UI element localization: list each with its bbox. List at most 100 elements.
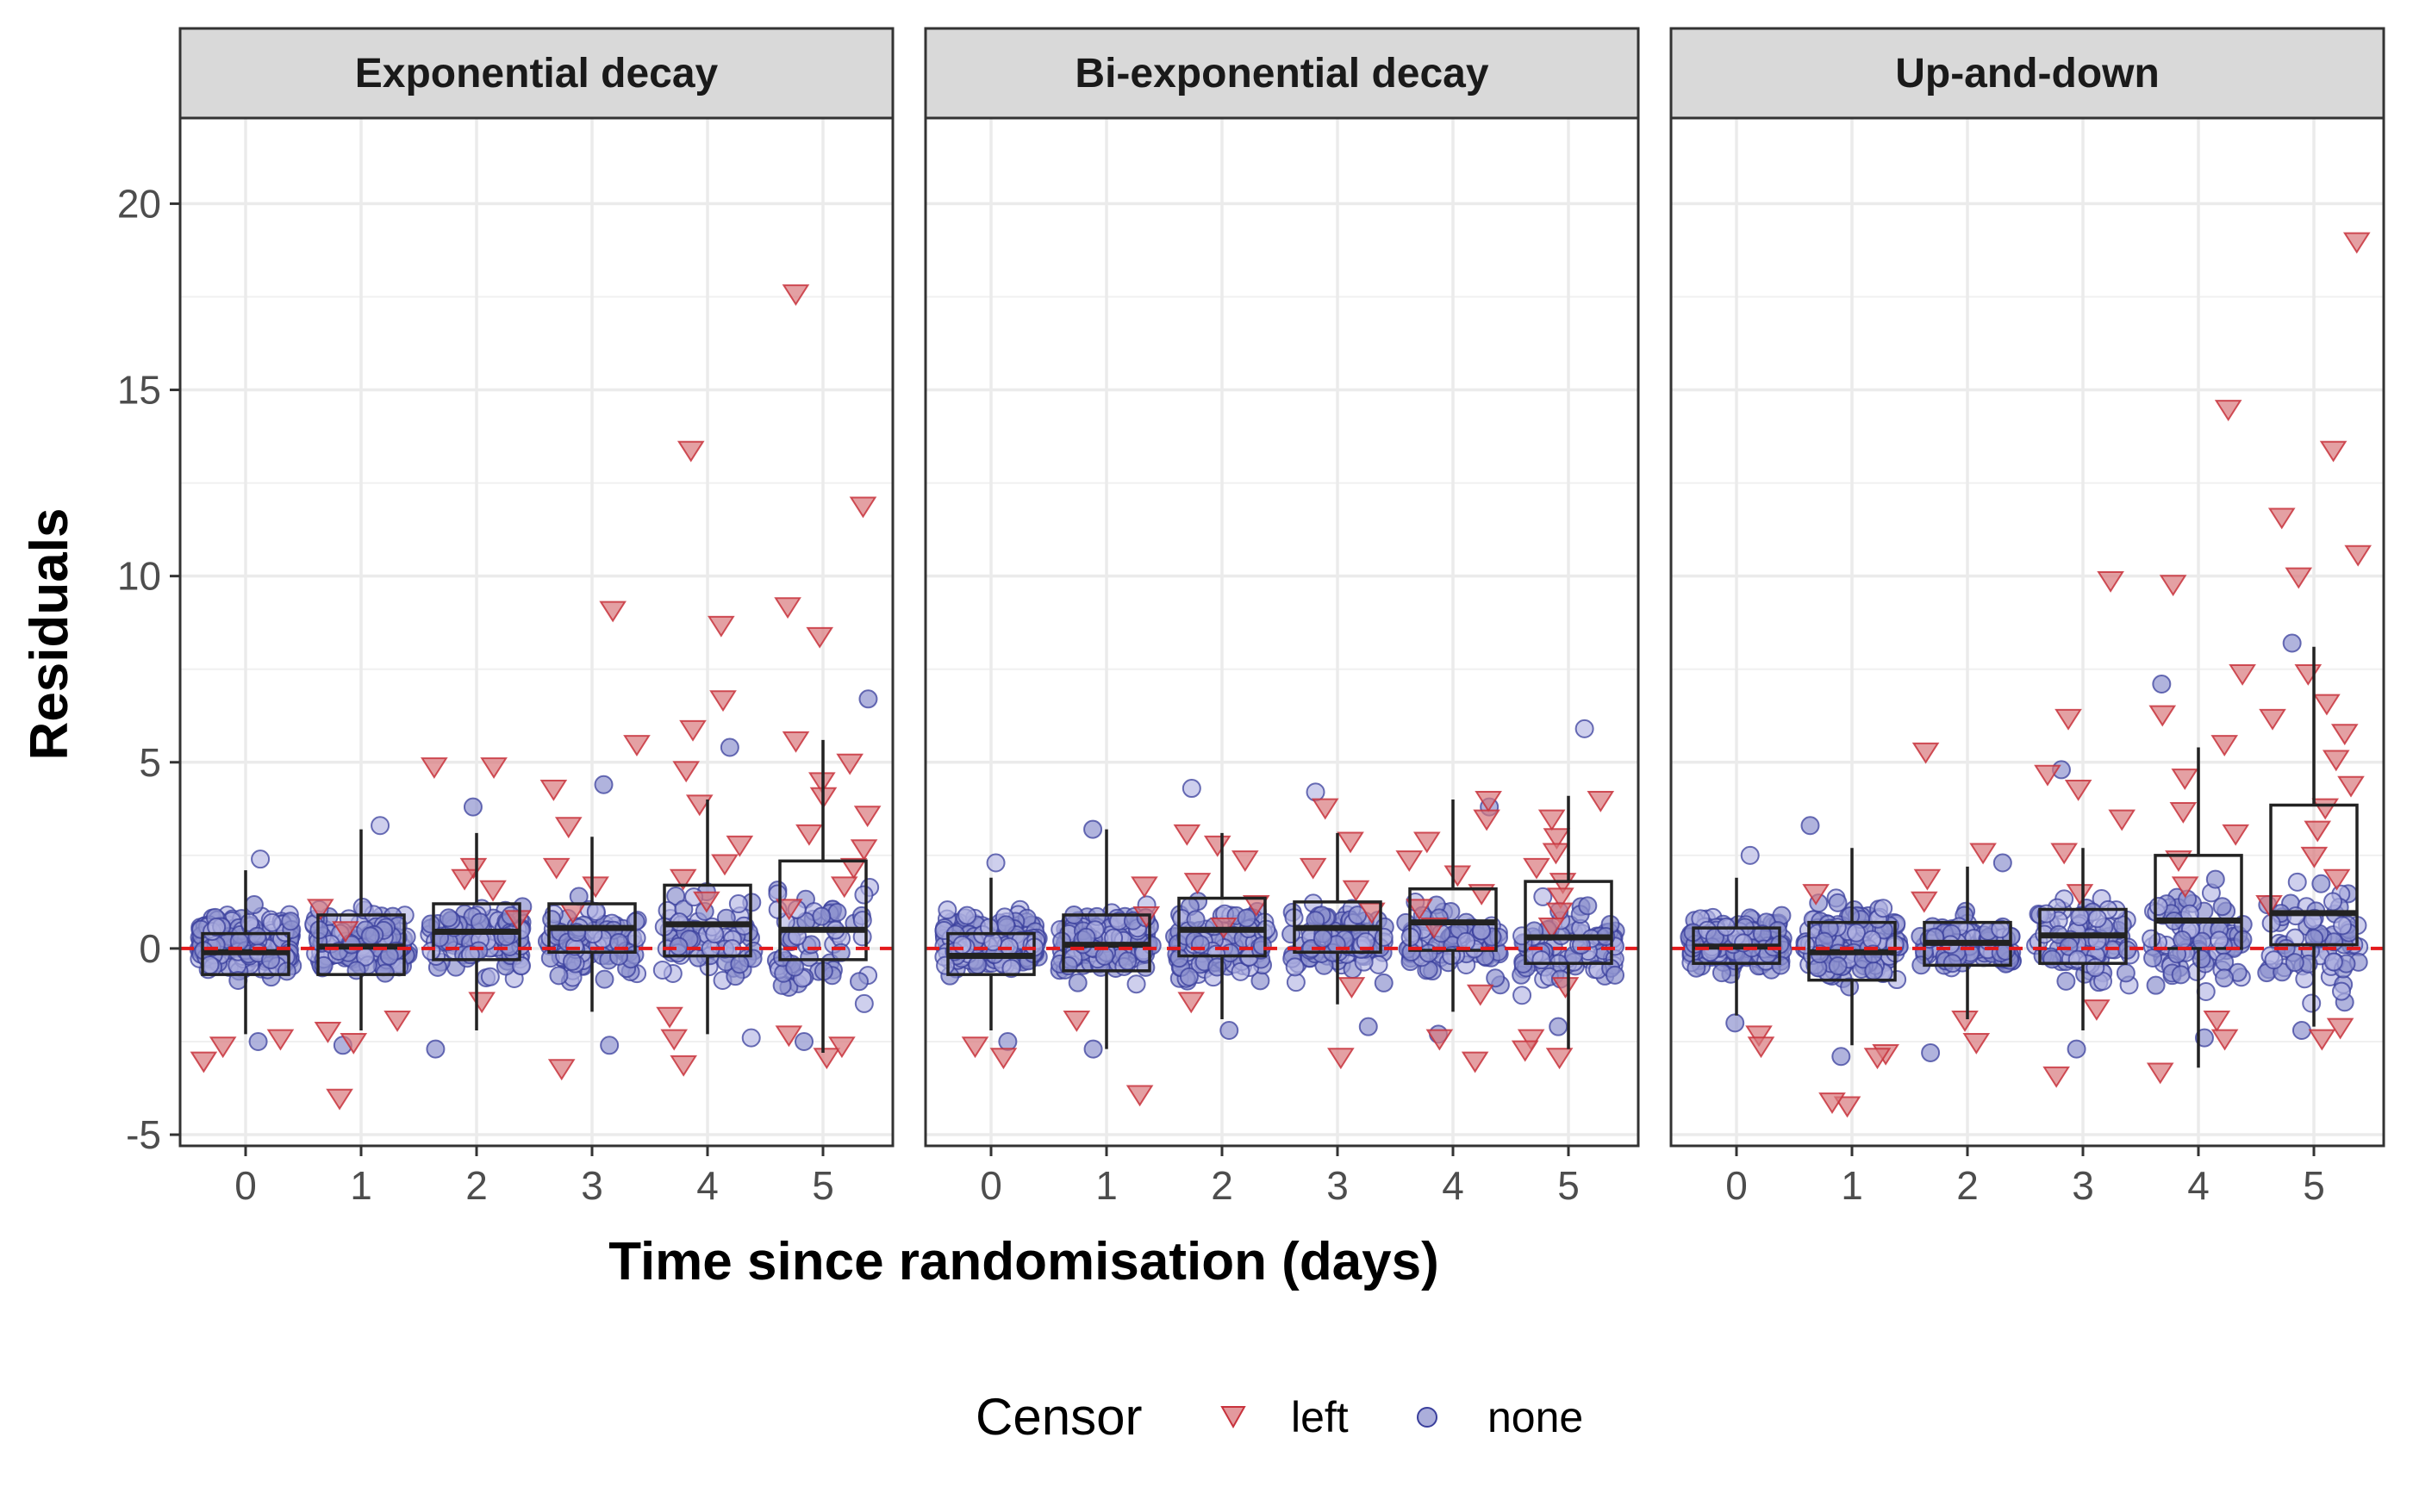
data-point-none bbox=[2264, 950, 2284, 970]
data-point-none bbox=[1574, 719, 1594, 738]
data-point-none bbox=[2086, 958, 2105, 978]
data-point-none bbox=[741, 1028, 761, 1048]
data-point-none bbox=[979, 918, 999, 937]
data-point-left bbox=[2042, 1066, 2070, 1088]
data-point-left bbox=[539, 780, 568, 801]
data-point-left bbox=[1523, 857, 1550, 880]
data-point-none bbox=[2282, 633, 2302, 653]
data-point-left bbox=[1818, 1092, 1846, 1114]
data-point-left bbox=[1231, 850, 1259, 873]
data-point-none bbox=[785, 957, 805, 977]
data-point-left bbox=[2300, 846, 2329, 868]
data-point-left bbox=[547, 1059, 576, 1081]
data-point-none bbox=[595, 969, 614, 989]
data-point-left bbox=[209, 1036, 237, 1059]
data-point-left bbox=[1537, 809, 1566, 831]
x-tick-label: 2 bbox=[465, 1163, 488, 1208]
data-point-none bbox=[849, 972, 869, 992]
data-point-left bbox=[2054, 708, 2082, 731]
data-point-left bbox=[1337, 831, 1364, 854]
data-point-none bbox=[2291, 1021, 2311, 1041]
data-point-none bbox=[248, 1031, 268, 1051]
data-point-none bbox=[1179, 967, 1199, 986]
data-point-left bbox=[306, 899, 334, 921]
data-point-none bbox=[1606, 965, 1625, 985]
data-point-left bbox=[1517, 1029, 1545, 1051]
data-point-left bbox=[1969, 843, 1997, 865]
data-point-left bbox=[599, 600, 627, 623]
data-point-left bbox=[1466, 984, 1494, 1006]
data-point-none bbox=[600, 1036, 620, 1055]
data-point-none bbox=[2215, 952, 2235, 972]
data-point-left bbox=[839, 857, 868, 880]
data-point-left bbox=[775, 1025, 803, 1048]
box-iqr bbox=[778, 859, 868, 961]
x-tick-label: 4 bbox=[1442, 1163, 1464, 1208]
data-point-left bbox=[961, 1036, 989, 1059]
y-tick-label: 10 bbox=[117, 554, 161, 599]
y-tick-label: 20 bbox=[117, 181, 161, 226]
data-point-none bbox=[2087, 909, 2107, 929]
data-point-none bbox=[2323, 892, 2343, 912]
data-point-left bbox=[1833, 1096, 1861, 1118]
data-point-none bbox=[2333, 916, 2353, 936]
data-point-left bbox=[504, 910, 532, 932]
data-point-none bbox=[852, 911, 872, 930]
box-iqr bbox=[2269, 803, 2359, 947]
data-point-left bbox=[2159, 575, 2187, 597]
data-point-none bbox=[794, 1031, 814, 1051]
data-point-none bbox=[1231, 961, 1250, 981]
data-point-none bbox=[1533, 887, 1553, 906]
data-point-none bbox=[2210, 930, 2229, 950]
data-point-left bbox=[451, 868, 478, 891]
data-point-none bbox=[1725, 1013, 1745, 1033]
data-point-left bbox=[2222, 824, 2250, 846]
data-point-none bbox=[2332, 981, 2352, 1001]
data-point-left bbox=[1473, 809, 1500, 831]
data-point-left bbox=[2344, 544, 2372, 567]
data-point-none bbox=[1219, 1021, 1239, 1041]
data-point-left bbox=[836, 753, 864, 775]
data-point-none bbox=[277, 961, 296, 981]
panel-2: Up-and-down 0 1 2 3 4 5 bbox=[1669, 27, 2385, 1208]
legend: Censor left none bbox=[976, 1388, 1583, 1446]
data-point-none bbox=[1512, 986, 1532, 1005]
data-point-none bbox=[2042, 949, 2062, 969]
data-point-left bbox=[1745, 1025, 1773, 1048]
data-point-none bbox=[1083, 819, 1103, 839]
data-point-none bbox=[1237, 908, 1256, 928]
data-point-left bbox=[2097, 570, 2124, 593]
data-point-left bbox=[1913, 868, 1942, 891]
data-point-none bbox=[705, 924, 725, 944]
data-point-left bbox=[1412, 831, 1441, 854]
data-point-none bbox=[480, 967, 500, 986]
data-point-left bbox=[2171, 768, 2199, 790]
data-point-left bbox=[1911, 742, 1940, 764]
data-point-none bbox=[2194, 1028, 2214, 1048]
data-point-left bbox=[332, 921, 359, 943]
data-point-none bbox=[2056, 971, 2076, 991]
data-point-none bbox=[1306, 782, 1325, 802]
data-point-none bbox=[1252, 936, 1272, 955]
data-point-none bbox=[2196, 981, 2216, 1001]
data-point-left bbox=[1537, 917, 1566, 939]
x-tick-label: 0 bbox=[1725, 1163, 1748, 1208]
data-point-left bbox=[1132, 906, 1161, 928]
data-point-none bbox=[1828, 893, 1848, 912]
data-point-none bbox=[996, 915, 1016, 935]
data-point-none bbox=[1182, 779, 1201, 799]
data-point-none bbox=[1992, 853, 2012, 873]
data-point-none bbox=[1840, 977, 1860, 997]
data-point-none bbox=[936, 955, 956, 975]
data-point-left bbox=[1173, 824, 1201, 846]
data-point-left bbox=[711, 854, 739, 876]
data-point-left bbox=[1802, 884, 1830, 905]
data-point-none bbox=[1374, 973, 1394, 992]
data-point-left bbox=[1587, 791, 1615, 812]
panel-background bbox=[926, 118, 1638, 1146]
facet-strip bbox=[1669, 27, 2385, 120]
x-tick-label: 0 bbox=[980, 1163, 1002, 1208]
data-point-left bbox=[709, 690, 737, 712]
data-point-none bbox=[858, 689, 878, 709]
